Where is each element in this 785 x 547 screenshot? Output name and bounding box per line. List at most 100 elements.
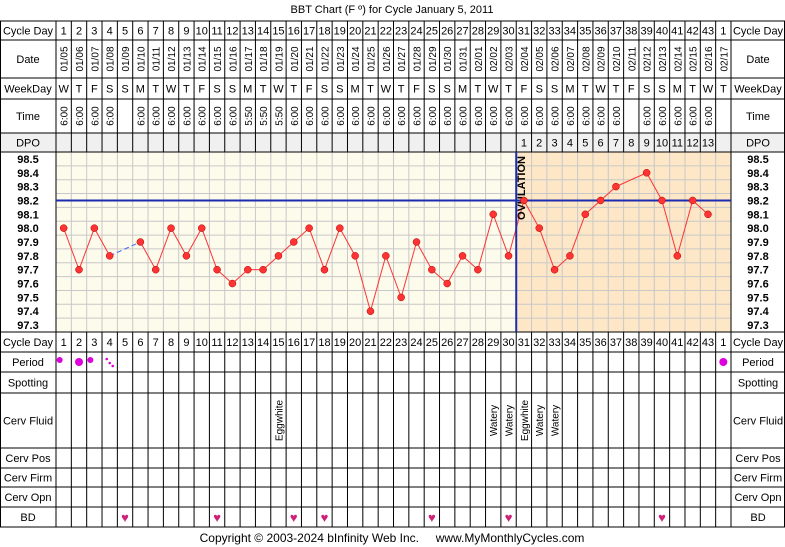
date-cell: 02/09	[597, 46, 608, 71]
period-dot	[56, 357, 63, 363]
y-tick-label-right: 97.3	[747, 320, 768, 332]
cycle-day-cell: 12	[226, 26, 238, 38]
weekday-cell: F	[306, 84, 313, 96]
weekday-cell: T	[720, 84, 727, 96]
weekday-cell: S	[336, 84, 343, 96]
date-cell: 02/15	[689, 46, 700, 71]
weekday-cell: T	[505, 84, 512, 96]
y-tick-label-left: 98.1	[17, 209, 38, 221]
row-label-right-cerv_opn: Cerv Opn	[734, 492, 781, 504]
cycle-day-cell-bottom: 7	[153, 337, 159, 349]
weekday-cell: S	[121, 84, 128, 96]
y-tick-label-left: 97.7	[17, 265, 38, 277]
row-label-left-cerv_pos: Cerv Pos	[5, 453, 51, 465]
cycle-day-cell: 13	[242, 26, 254, 38]
weekday-cell: T	[475, 84, 482, 96]
cycle-day-cell-bottom: 33	[548, 337, 560, 349]
temperature-point	[596, 196, 605, 205]
cycle-day-cell-bottom: 34	[564, 337, 576, 349]
dpo-cell: 9	[644, 138, 650, 150]
date-cell: 02/13	[658, 46, 669, 71]
date-cell: 01/28	[413, 46, 424, 71]
dpo-label-background	[0, 133, 56, 152]
temperature-point	[244, 265, 252, 274]
weekday-cell: S	[106, 84, 113, 96]
date-cell: 02/03	[505, 46, 516, 71]
temperature-point	[535, 224, 543, 232]
temperature-segment	[201, 227, 218, 270]
date-cell: 02/01	[474, 46, 485, 71]
y-tick-label-right: 98.5	[747, 154, 768, 166]
temperature-point	[259, 265, 267, 274]
weekday-cell: F	[628, 84, 635, 96]
row-label-right-bd: BD	[750, 512, 765, 524]
time-cell: 6:00	[474, 106, 485, 126]
cycle-day-cell: 40	[656, 26, 668, 38]
cycle-day-cell: 15	[272, 26, 284, 38]
time-cell: 6:00	[459, 106, 470, 126]
temperature-point	[397, 293, 405, 302]
row-label-right-cerv_firm: Cerv Firm	[734, 473, 782, 485]
dpo-cell: 6	[598, 138, 604, 150]
date-cell: 02/06	[551, 46, 562, 71]
temperature-segment	[446, 255, 463, 284]
temperature-point	[658, 196, 666, 205]
cycle-day-cell-bottom: 1	[720, 337, 726, 349]
row-label-right-weekday: WeekDay	[734, 84, 782, 96]
date-cell: 02/05	[535, 46, 546, 71]
date-cell: 01/30	[443, 46, 454, 71]
cycle-day-cell: 20	[349, 26, 361, 38]
time-cell: 6:00	[643, 106, 654, 126]
weekday-cell: M	[673, 84, 682, 96]
cycle-day-cell-bottom: 21	[364, 337, 376, 349]
temperature-point	[550, 265, 559, 274]
y-tick-label-right: 97.9	[747, 237, 768, 249]
temperature-segment	[308, 227, 325, 270]
weekday-cell: S	[444, 84, 451, 96]
bd-heart-icon: ♥	[321, 510, 329, 525]
temperature-plot: OVULATION	[56, 152, 731, 332]
cycle-day-cell-bottom: 3	[91, 337, 97, 349]
cycle-day-cell: 2	[76, 26, 82, 38]
cycle-day-cell: 38	[625, 26, 637, 38]
dpo-cell: 5	[582, 138, 588, 150]
cycle-day-cell-bottom: 27	[456, 337, 468, 349]
weekday-cell: S	[213, 84, 220, 96]
cycle-day-cell: 36	[594, 26, 606, 38]
temperature-segment	[155, 227, 172, 270]
date-cell: 01/14	[198, 46, 209, 71]
cycle-day-cell: 29	[487, 26, 499, 38]
temperature-point	[59, 224, 68, 232]
row-label-right-dpo: DPO	[746, 138, 770, 150]
y-tick-label-left: 97.9	[17, 237, 38, 249]
time-cell: 6:00	[228, 106, 239, 126]
cycle-day-cell: 3	[91, 26, 97, 38]
cycle-day-cell: 9	[183, 26, 189, 38]
y-tick-label-right: 97.8	[747, 251, 768, 263]
cerv-fluid-cell: Eggwhite	[274, 399, 285, 441]
cerv-fluid-cell: Watery	[489, 405, 500, 436]
dpo-cell: 11	[672, 138, 683, 150]
bd-heart-icon: ♥	[658, 510, 666, 525]
temperature-segment	[400, 241, 417, 298]
date-cell: 01/17	[244, 46, 255, 71]
cycle-day-cell: 16	[288, 26, 300, 38]
weekday-cell: W	[166, 84, 177, 96]
cycle-day-cell-bottom: 35	[579, 337, 591, 349]
time-cell: 6:00	[428, 106, 439, 126]
y-tick-label-left: 98.2	[17, 195, 38, 207]
weekday-cell: T	[398, 84, 405, 96]
time-cell: 6:00	[290, 106, 301, 126]
time-cell: 6:00	[505, 106, 516, 126]
row-label-right-time: Time	[746, 111, 770, 123]
time-cell: 6:00	[597, 106, 608, 126]
time-cell: 6:00	[167, 106, 178, 126]
temperature-segment	[385, 255, 402, 298]
temperature-segment	[416, 241, 433, 270]
weekday-cell: W	[703, 84, 714, 96]
temperature-point	[167, 224, 175, 232]
y-tick-label-right: 98.4	[747, 168, 769, 180]
time-cell: 5:50	[259, 106, 270, 126]
cycle-day-cell-bottom: 24	[410, 337, 422, 349]
temperature-point	[673, 252, 682, 260]
